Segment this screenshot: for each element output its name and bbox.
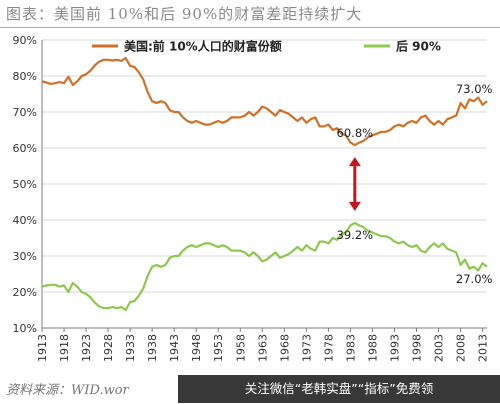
x-tick-label: 1928 — [102, 334, 115, 362]
x-tick-label: 1993 — [388, 334, 401, 362]
x-tick-label: 1958 — [234, 334, 247, 362]
x-tick-label: 1918 — [58, 334, 71, 362]
data-label: 60.8% — [337, 126, 374, 140]
data-label: 27.0% — [456, 272, 493, 286]
y-tick-label: 80% — [13, 70, 37, 83]
x-tick-label: 1998 — [411, 334, 424, 362]
y-tick-label: 60% — [13, 142, 37, 155]
x-tick-label: 1968 — [278, 334, 291, 362]
y-axis: 10% 20% 30% 40% 50% 60% 70% 80% 90% — [13, 34, 43, 335]
x-tick-label: 1973 — [300, 334, 313, 362]
legend: 美国:前 10%人口的财富份额 后 90% — [92, 39, 441, 54]
x-axis: 1913 1918 1923 1928 1933 1938 1943 1948 1953 1958… — [36, 327, 490, 362]
x-tick-label: 1923 — [80, 334, 93, 362]
y-tick-label: 10% — [13, 322, 37, 335]
gridlines — [42, 39, 487, 293]
x-tick-label: 1963 — [256, 334, 269, 362]
y-tick-label: 50% — [13, 178, 37, 191]
footer: 资料来源：WID.wor 关注微信“老韩实盘”“指标”免费领 — [0, 373, 500, 404]
x-tick-label: 1943 — [168, 334, 181, 362]
x-tick-label: 1933 — [124, 334, 137, 362]
legend-label: 美国:前 10%人口的财富份额 — [124, 39, 282, 54]
y-tick-label: 70% — [13, 106, 37, 119]
promo-banner: 关注微信“老韩实盘”“指标”免费领 — [178, 375, 500, 403]
y-tick-label: 90% — [13, 34, 37, 47]
page-title: 图表：美国前 10%和后 90%的财富差距持续扩大 — [6, 5, 363, 23]
data-label: 73.0% — [456, 82, 493, 96]
x-tick-label: 1938 — [146, 334, 159, 362]
gap-arrow-head-down — [348, 201, 361, 211]
title-divider — [0, 27, 500, 28]
series-lines — [41, 56, 488, 312]
legend-label: 后 90% — [396, 39, 441, 54]
x-tick-label: 2013 — [477, 334, 490, 362]
x-tick-label: 1983 — [344, 334, 357, 362]
y-tick-label: 30% — [13, 250, 37, 263]
source-note: 资料来源：WID.wor — [6, 383, 129, 398]
x-tick-label: 1948 — [190, 334, 203, 362]
x-tick-label: 1978 — [322, 334, 335, 362]
gap-arrow-head-up — [348, 157, 361, 167]
y-tick-label: 40% — [13, 214, 37, 227]
wealth-share-line-chart: 10% 20% 30% 40% 50% 60% 70% 80% 90% 1913 1918 1923… — [13, 34, 493, 362]
series-line-bottom90 — [41, 221, 488, 312]
data-label: 39.2% — [337, 228, 374, 242]
x-tick-label: 1988 — [366, 334, 379, 362]
x-tick-label: 1913 — [36, 334, 49, 362]
x-tick-label: 2008 — [455, 334, 468, 362]
data-labels: 73.0% 60.8% 39.2% 27.0% — [337, 82, 493, 286]
gap-arrow — [348, 157, 361, 211]
x-tick-label: 1953 — [212, 334, 225, 362]
y-tick-label: 20% — [13, 286, 37, 299]
x-tick-label: 2003 — [433, 334, 446, 362]
series-line-top10 — [41, 56, 488, 147]
